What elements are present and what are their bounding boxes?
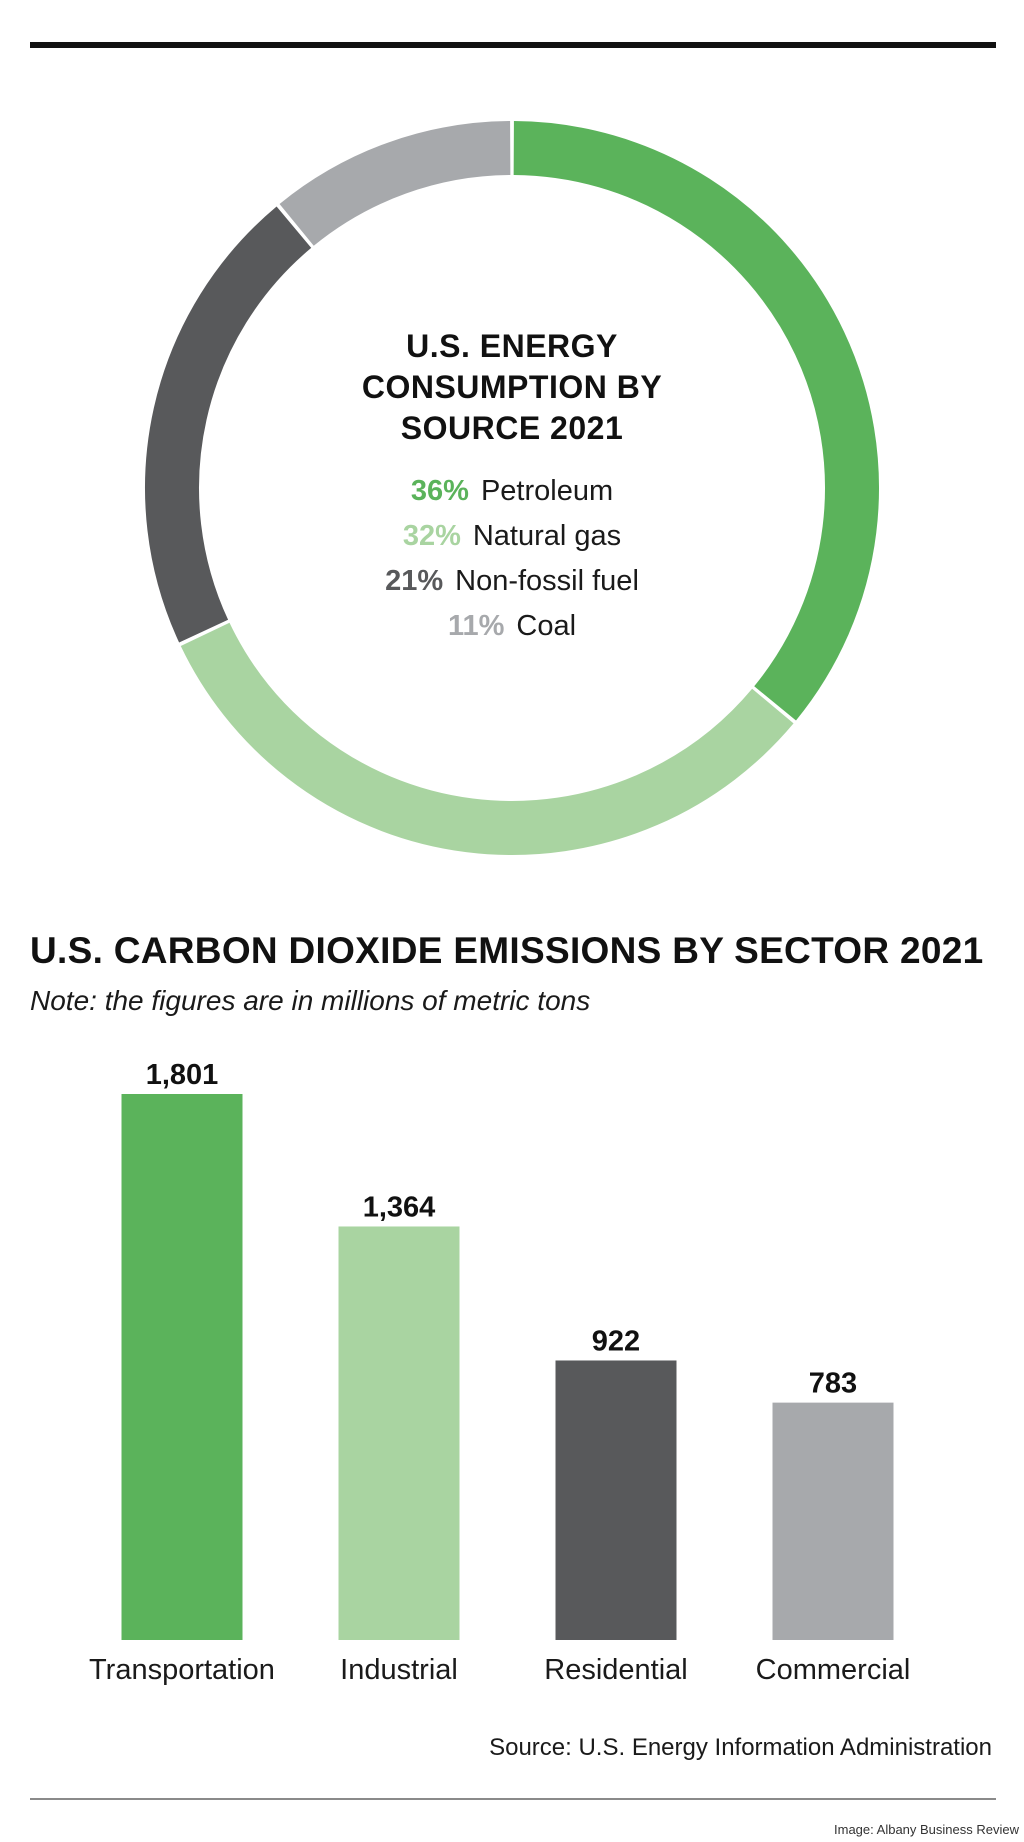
legend-label: Natural gas [472, 520, 622, 552]
bar-category-label: Industrial [340, 1654, 458, 1686]
donut-slice-natural-gas [180, 622, 794, 855]
bar-chart-note: Note: the figures are in millions of met… [30, 985, 591, 1016]
legend-pct: 32% [402, 520, 461, 552]
legend-pct: 21% [385, 565, 444, 597]
donut-title-line: U.S. ENERGY [406, 328, 618, 364]
donut-legend: 36% Petroleum 32% Natural gas 21% Non-fossi… [262, 469, 762, 649]
top-rule [30, 42, 996, 48]
legend-item-petroleum: 36% Petroleum [262, 469, 762, 514]
bar-transportation [121, 1094, 243, 1640]
legend-pct: 11% [447, 610, 505, 642]
legend-pct: 36% [410, 475, 469, 507]
legend-item-non-fossil-fuel: 21% Non-fossil fuel [262, 559, 762, 604]
donut-title-line: SOURCE 2021 [400, 410, 624, 446]
bottom-rule [30, 1798, 996, 1800]
bar-chart-title: U.S. CARBON DIOXIDE EMISSIONS BY SECTOR … [30, 930, 984, 971]
energy-donut-chart [145, 121, 879, 855]
legend-item-natural-gas: 32% Natural gas [262, 514, 762, 559]
legend-label: Petroleum [480, 475, 614, 507]
image-credit: Image: Albany Business Review [834, 1822, 1019, 1837]
donut-slice-non-fossil-fuel [145, 206, 312, 643]
bar-value-label: 1,364 [363, 1191, 436, 1223]
donut-slice-petroleum [513, 121, 879, 721]
donut-title: U.S. ENERGY CONSUMPTION BY SOURCE 2021 [262, 326, 762, 449]
donut-slice-coal [279, 121, 511, 247]
source-note: Source: U.S. Energy Information Administ… [489, 1734, 992, 1761]
bar-category-label: Transportation [89, 1654, 275, 1686]
donut-title-line: CONSUMPTION BY [361, 369, 663, 405]
legend-label: Non-fossil fuel [455, 565, 639, 597]
legend-item-coal: 11% Coal [262, 604, 762, 649]
bar-commercial [772, 1402, 894, 1640]
bar-category-label: Commercial [756, 1654, 911, 1686]
bar-industrial [338, 1226, 460, 1640]
emissions-bar-chart: 1,801 Transportation 1,364 Industrial 922 Res… [89, 1059, 911, 1686]
bar-category-label: Residential [544, 1654, 687, 1686]
bar-value-label: 783 [809, 1368, 857, 1400]
bar-value-label: 1,801 [146, 1059, 219, 1091]
legend-label: Coal [516, 610, 577, 642]
bar-residential [555, 1360, 677, 1640]
bar-value-label: 922 [592, 1325, 640, 1357]
